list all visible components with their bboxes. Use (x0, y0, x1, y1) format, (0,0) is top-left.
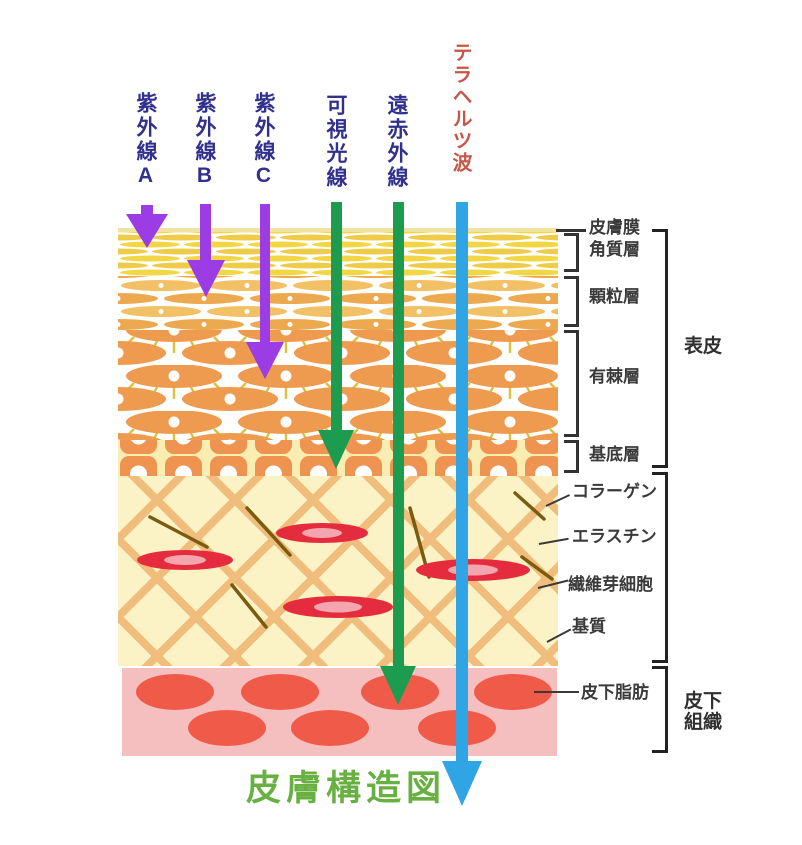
dermis-bracket (652, 472, 668, 663)
collagen-label: コラーゲン (572, 482, 657, 501)
ray-label-visible-light: 可視光線 (324, 94, 347, 190)
granular-layer-label: 顆粒層 (589, 287, 640, 306)
matrix-label: 基質 (572, 617, 606, 636)
subcutaneous-tissue-bracket (652, 666, 668, 753)
ray-label-terahertz: テラヘルツ波 (449, 42, 471, 174)
subcutaneous-fat-label: 皮下脂肪 (581, 683, 649, 702)
epidermis-bracket (652, 229, 668, 468)
ray-label-far-infrared: 遠赤外線 (385, 94, 408, 190)
dermis-layer (118, 476, 558, 666)
ray-label-uv-c: 紫外線C (252, 92, 275, 190)
granular-layer-bracket (564, 276, 579, 327)
subcutaneous-fat-layer (122, 668, 557, 756)
stratum-corneum-label: 角質層 (589, 240, 640, 259)
skin-film-label: 皮膚膜 (589, 218, 640, 237)
ray-label-uv-b: 紫外線B (193, 92, 216, 190)
epidermis-label: 表皮 (684, 336, 723, 357)
stratum-corneum-bracket (564, 233, 579, 272)
spinous-layer-bracket (564, 330, 579, 437)
skin-film-tick (556, 229, 586, 232)
spinous-layer-label: 有棘層 (589, 367, 640, 386)
subcutaneous-tissue-label: 皮下組織 (684, 691, 723, 733)
ray-label-uv-a: 紫外線A (134, 92, 157, 190)
page-title: 皮膚構造図 (246, 769, 447, 808)
fibroblast-label: 繊維芽細胞 (568, 575, 653, 594)
subcutaneous-fat-leader-line (534, 691, 579, 693)
basal-layer-bracket (564, 440, 579, 473)
elastin-fibers (148, 491, 554, 629)
elastin-label: エラスチン (572, 527, 657, 546)
fibroblast-cells (137, 523, 530, 618)
basal-layer-label: 基底層 (589, 445, 640, 464)
